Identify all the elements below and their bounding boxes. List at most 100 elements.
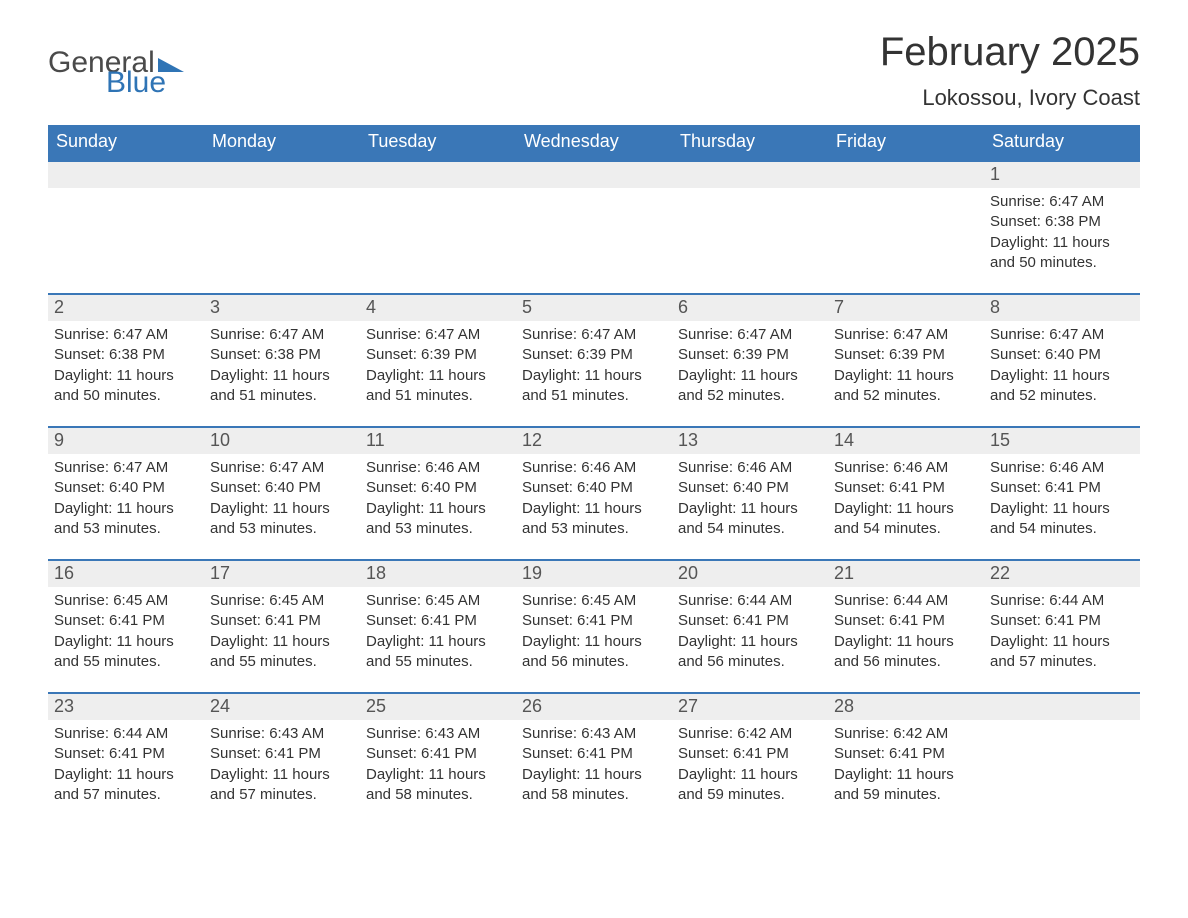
dow-friday: Friday (828, 125, 984, 160)
day-body (516, 188, 672, 194)
sunset-text: Sunset: 6:40 PM (990, 345, 1134, 365)
sunrise-text: Sunrise: 6:47 AM (522, 325, 666, 345)
sunrise-text: Sunrise: 6:43 AM (522, 724, 666, 744)
sunset-text: Sunset: 6:38 PM (210, 345, 354, 365)
sunrise-text: Sunrise: 6:45 AM (54, 591, 198, 611)
day-body: Sunrise: 6:42 AMSunset: 6:41 PMDaylight:… (828, 720, 984, 807)
dow-header-row: Sunday Monday Tuesday Wednesday Thursday… (48, 125, 1140, 160)
day-body: Sunrise: 6:45 AMSunset: 6:41 PMDaylight:… (360, 587, 516, 674)
sunrise-text: Sunrise: 6:47 AM (54, 458, 198, 478)
sunset-text: Sunset: 6:41 PM (990, 611, 1134, 631)
sunset-text: Sunset: 6:41 PM (366, 611, 510, 631)
dow-wednesday: Wednesday (516, 125, 672, 160)
day-number: 27 (672, 692, 828, 720)
day-number: 24 (204, 692, 360, 720)
sunrise-text: Sunrise: 6:42 AM (678, 724, 822, 744)
daylight-text: Daylight: 11 hours and 51 minutes. (210, 366, 354, 407)
day-body: Sunrise: 6:47 AMSunset: 6:40 PMDaylight:… (48, 454, 204, 541)
day-cell (48, 160, 204, 275)
day-body: Sunrise: 6:43 AMSunset: 6:41 PMDaylight:… (360, 720, 516, 807)
day-number: 7 (828, 293, 984, 321)
day-cell: 12Sunrise: 6:46 AMSunset: 6:40 PMDayligh… (516, 426, 672, 541)
dow-saturday: Saturday (984, 125, 1140, 160)
day-number: 20 (672, 559, 828, 587)
dow-thursday: Thursday (672, 125, 828, 160)
day-number: 4 (360, 293, 516, 321)
day-cell: 5Sunrise: 6:47 AMSunset: 6:39 PMDaylight… (516, 293, 672, 408)
sunrise-text: Sunrise: 6:46 AM (366, 458, 510, 478)
day-body: Sunrise: 6:46 AMSunset: 6:40 PMDaylight:… (516, 454, 672, 541)
sunset-text: Sunset: 6:41 PM (54, 611, 198, 631)
day-body: Sunrise: 6:46 AMSunset: 6:40 PMDaylight:… (360, 454, 516, 541)
daylight-text: Daylight: 11 hours and 53 minutes. (54, 499, 198, 540)
logo: General Blue (48, 30, 184, 95)
sunset-text: Sunset: 6:41 PM (834, 611, 978, 631)
sunset-text: Sunset: 6:41 PM (210, 744, 354, 764)
day-body (672, 188, 828, 194)
dow-monday: Monday (204, 125, 360, 160)
day-cell: 21Sunrise: 6:44 AMSunset: 6:41 PMDayligh… (828, 559, 984, 674)
daylight-text: Daylight: 11 hours and 54 minutes. (990, 499, 1134, 540)
day-number: 16 (48, 559, 204, 587)
daylight-text: Daylight: 11 hours and 53 minutes. (366, 499, 510, 540)
daylight-text: Daylight: 11 hours and 56 minutes. (678, 632, 822, 673)
daylight-text: Daylight: 11 hours and 59 minutes. (834, 765, 978, 806)
daylight-text: Daylight: 11 hours and 57 minutes. (990, 632, 1134, 673)
sunrise-text: Sunrise: 6:47 AM (54, 325, 198, 345)
location: Lokossou, Ivory Coast (880, 85, 1140, 111)
week-row: 2Sunrise: 6:47 AMSunset: 6:38 PMDaylight… (48, 293, 1140, 408)
day-cell: 4Sunrise: 6:47 AMSunset: 6:39 PMDaylight… (360, 293, 516, 408)
sunset-text: Sunset: 6:40 PM (366, 478, 510, 498)
day-body (48, 188, 204, 194)
sunrise-text: Sunrise: 6:45 AM (210, 591, 354, 611)
sunrise-text: Sunrise: 6:44 AM (678, 591, 822, 611)
day-body: Sunrise: 6:43 AMSunset: 6:41 PMDaylight:… (516, 720, 672, 807)
day-number: 9 (48, 426, 204, 454)
weeks-container: 1Sunrise: 6:47 AMSunset: 6:38 PMDaylight… (48, 160, 1140, 807)
sunset-text: Sunset: 6:40 PM (522, 478, 666, 498)
day-number (48, 160, 204, 188)
sunset-text: Sunset: 6:41 PM (522, 611, 666, 631)
sunset-text: Sunset: 6:39 PM (522, 345, 666, 365)
daylight-text: Daylight: 11 hours and 58 minutes. (366, 765, 510, 806)
day-cell: 28Sunrise: 6:42 AMSunset: 6:41 PMDayligh… (828, 692, 984, 807)
day-cell: 23Sunrise: 6:44 AMSunset: 6:41 PMDayligh… (48, 692, 204, 807)
day-body: Sunrise: 6:47 AMSunset: 6:38 PMDaylight:… (984, 188, 1140, 275)
sunset-text: Sunset: 6:38 PM (54, 345, 198, 365)
day-body (204, 188, 360, 194)
day-cell (516, 160, 672, 275)
day-body: Sunrise: 6:47 AMSunset: 6:39 PMDaylight:… (672, 321, 828, 408)
week-row: 23Sunrise: 6:44 AMSunset: 6:41 PMDayligh… (48, 692, 1140, 807)
sunrise-text: Sunrise: 6:43 AM (366, 724, 510, 744)
day-cell: 2Sunrise: 6:47 AMSunset: 6:38 PMDaylight… (48, 293, 204, 408)
sunrise-text: Sunrise: 6:42 AM (834, 724, 978, 744)
sunset-text: Sunset: 6:38 PM (990, 212, 1134, 232)
sunset-text: Sunset: 6:41 PM (834, 478, 978, 498)
day-cell (984, 692, 1140, 807)
day-body: Sunrise: 6:42 AMSunset: 6:41 PMDaylight:… (672, 720, 828, 807)
day-number (204, 160, 360, 188)
day-number: 8 (984, 293, 1140, 321)
day-number (984, 692, 1140, 720)
day-cell (672, 160, 828, 275)
daylight-text: Daylight: 11 hours and 55 minutes. (54, 632, 198, 673)
day-body: Sunrise: 6:46 AMSunset: 6:41 PMDaylight:… (984, 454, 1140, 541)
day-body (828, 188, 984, 194)
logo-text: General Blue (48, 50, 184, 95)
day-body: Sunrise: 6:44 AMSunset: 6:41 PMDaylight:… (672, 587, 828, 674)
sunset-text: Sunset: 6:41 PM (54, 744, 198, 764)
day-body: Sunrise: 6:44 AMSunset: 6:41 PMDaylight:… (828, 587, 984, 674)
week-row: 16Sunrise: 6:45 AMSunset: 6:41 PMDayligh… (48, 559, 1140, 674)
sunrise-text: Sunrise: 6:47 AM (834, 325, 978, 345)
sunrise-text: Sunrise: 6:46 AM (834, 458, 978, 478)
day-number: 18 (360, 559, 516, 587)
day-number: 2 (48, 293, 204, 321)
sunrise-text: Sunrise: 6:44 AM (990, 591, 1134, 611)
sunset-text: Sunset: 6:39 PM (366, 345, 510, 365)
sunrise-text: Sunrise: 6:46 AM (522, 458, 666, 478)
day-number: 1 (984, 160, 1140, 188)
sunset-text: Sunset: 6:41 PM (678, 744, 822, 764)
day-cell: 7Sunrise: 6:47 AMSunset: 6:39 PMDaylight… (828, 293, 984, 408)
daylight-text: Daylight: 11 hours and 51 minutes. (366, 366, 510, 407)
sunset-text: Sunset: 6:40 PM (210, 478, 354, 498)
